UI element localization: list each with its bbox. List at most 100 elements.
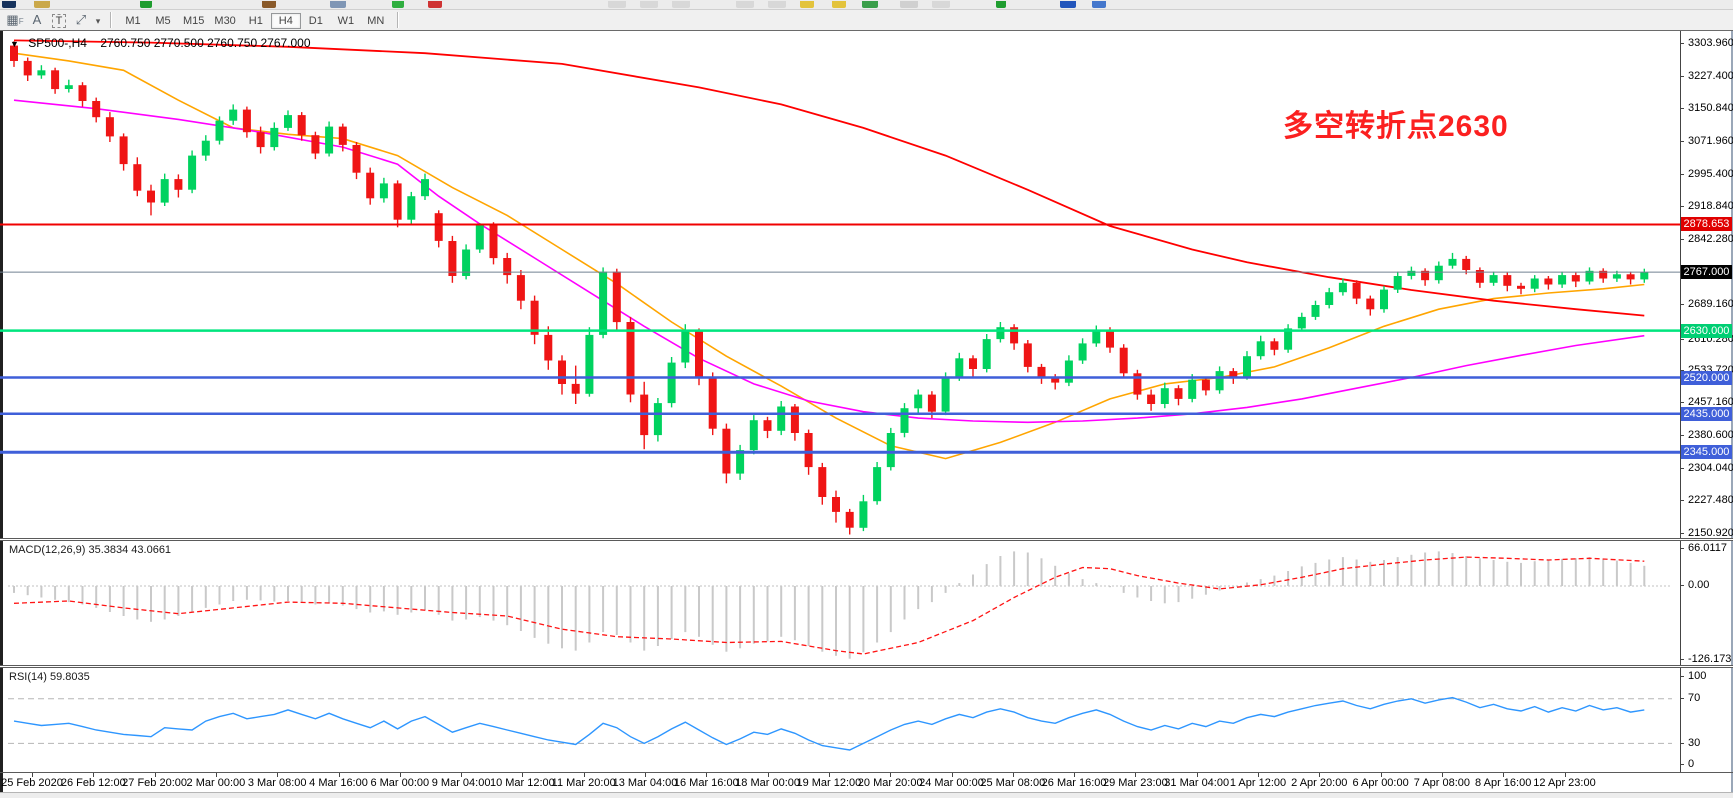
candle-bullish [270,127,279,148]
macd-histogram-bar [602,586,605,633]
toolbar-icon-fragment[interactable] [262,1,276,8]
chart-menu-arrow-icon[interactable]: ▼ [10,39,19,49]
window-bottom-edge [0,792,1733,798]
macd-histogram-bar [122,586,125,616]
candle-bullish [201,140,210,156]
macd-histogram-bar [341,586,344,606]
candle-bearish [544,334,553,361]
macd-histogram-bar [1465,556,1468,586]
time-axis-tick [522,773,524,777]
toolbar-icon-fragment[interactable] [2,1,16,8]
price-level-badge: 2767.000 [1681,265,1732,279]
candle-bearish [1051,377,1060,383]
macd-histogram-bar [656,586,659,646]
timeframe-button-m15[interactable]: M15 [183,15,205,27]
toolbar-icon-fragment[interactable] [1060,1,1076,8]
macd-histogram-bar [108,586,111,612]
candle-bearish [1147,394,1156,404]
toolbar-icon-fragment[interactable] [900,1,918,8]
timeframe-button-m1[interactable]: M1 [125,15,141,27]
macd-histogram-bar [889,586,892,633]
macd-histogram-bar [1355,559,1358,586]
macd-histogram-bar [355,586,358,610]
rsi-axis-tick [1680,698,1684,699]
ma-mid-magenta-line [13,99,1645,424]
candle-bullish [1380,289,1388,310]
timeframe-button-mn[interactable]: MN [367,15,385,27]
time-axis-tick [890,773,892,777]
macd-histogram-bar [519,586,522,631]
toolbar-icon-fragment[interactable] [862,1,878,8]
toolbar-icon-fragment[interactable] [640,1,658,8]
macd-histogram-bar [1067,573,1070,586]
timeframe-button-w1[interactable]: W1 [337,15,355,27]
price-axis-tick [1680,173,1684,175]
toolbar-icon-fragment[interactable] [832,1,846,8]
toolbar-icon-fragment[interactable] [1092,1,1106,8]
time-axis-label: 2 Apr 20:00 [1291,777,1348,789]
toolbar-icon-fragment[interactable] [140,1,152,8]
toolbar-icon-fragment[interactable] [330,1,346,8]
candle-bullish [886,433,895,468]
panel-separator[interactable] [0,538,1733,541]
macd-histogram-bar [1520,562,1522,586]
candle-bearish [119,136,128,165]
macd-histogram-bar [807,586,810,646]
price-axis-label: 2842.280 [1688,233,1733,245]
macd-histogram-bar [1204,586,1207,595]
toolbar-icon-fragment[interactable] [428,1,442,8]
candle-bearish [1010,327,1019,344]
macd-indicator-panel[interactable] [0,541,1680,665]
main-price-chart[interactable] [0,31,1680,538]
candle-bearish [969,358,977,369]
timeframe-button-h1[interactable]: H1 [248,15,263,27]
timeframe-button-h4[interactable]: H4 [270,13,301,29]
macd-signal-line [13,556,1645,655]
time-axis-label: 13 Mar 04:00 [612,777,678,789]
tool-dropdown-icon[interactable]: ▾ [95,15,101,26]
grid-tool-button[interactable]: ▦F [6,11,24,27]
time-axis-label: 27 Feb 20:00 [122,777,188,789]
macd-histogram-bar [725,586,728,652]
text-label-tool-button[interactable]: A [32,11,42,27]
timeframe-button-m30[interactable]: M30 [214,15,236,27]
macd-histogram-bar [437,586,440,615]
macd-histogram-bar [1218,586,1221,591]
rsi-axis-tick [1680,676,1684,677]
price-level-badge: 2878.653 [1681,217,1732,231]
price-axis-label: 2304.040 [1688,461,1733,474]
toolbar-icon-fragment[interactable] [932,1,950,8]
macd-histogram-bar [1478,558,1481,586]
timeframe-button-d1[interactable]: D1 [308,15,323,27]
time-axis-tick [1441,773,1443,777]
cycle-lines-tool-button[interactable]: ⤢ [75,11,87,27]
toolbar-icon-fragment[interactable] [608,1,626,8]
time-axis-tick [1012,773,1014,777]
toolbar-icon-fragment[interactable] [736,1,754,8]
macd-histogram-bar [1424,552,1427,586]
candle-bearish [626,322,635,395]
timeframe-button-m5[interactable]: M5 [155,15,171,27]
price-axis-label: 2457.160 [1688,396,1733,409]
time-axis-label: 24 Mar 00:00 [919,777,984,789]
toolbar-icon-fragment[interactable] [996,1,1006,8]
panel-separator[interactable] [0,665,1733,668]
rsi-indicator-panel[interactable] [0,669,1680,772]
chart-window-border-right [1731,31,1733,798]
toolbar-icon-fragment[interactable] [392,1,404,8]
candle-bullish [1092,329,1101,344]
time-axis-tick [1564,773,1566,777]
price-axis-tick [1680,467,1684,469]
toolbar-icon-fragment[interactable] [768,1,786,8]
text-tool-button[interactable]: T [48,11,70,28]
candle-bullish [667,362,676,404]
toolbar-icon-fragment[interactable] [800,1,814,8]
rsi-axis-label: 30 [1688,737,1701,749]
macd-histogram-bar [1451,553,1454,586]
macd-histogram-bar [1369,561,1372,586]
ma-fast-orange-line [13,52,1645,460]
macd-histogram-bar [1150,586,1153,601]
toolbar-icon-fragment[interactable] [34,1,50,8]
toolbar-icon-fragment[interactable] [672,1,690,8]
macd-histogram-bar [766,586,769,642]
